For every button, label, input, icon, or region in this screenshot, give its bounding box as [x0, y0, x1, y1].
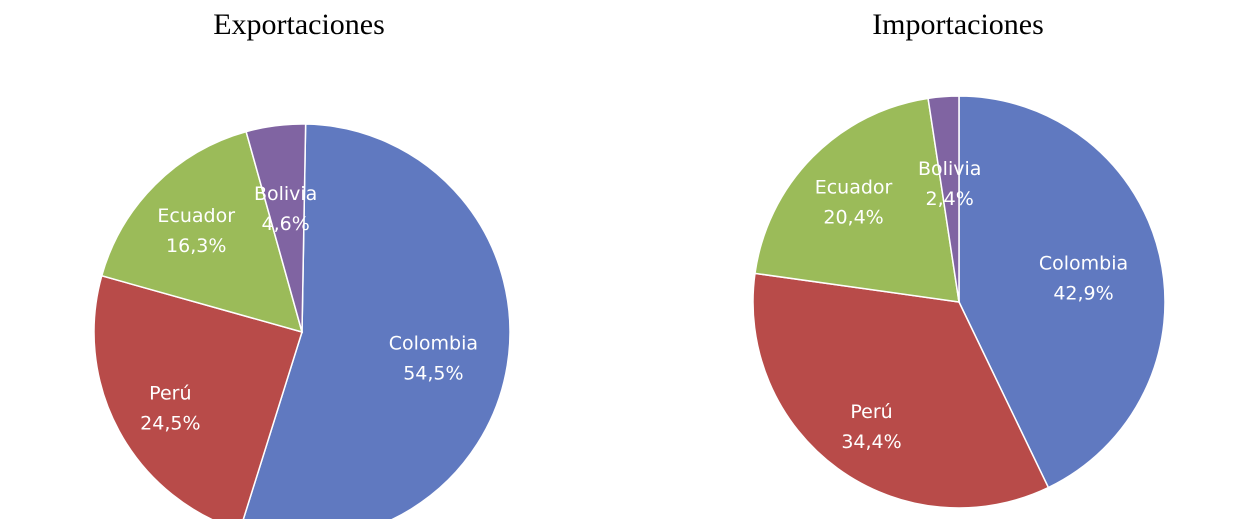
exportaciones-label-bolivia: Bolivia	[254, 183, 317, 205]
exportaciones-slice-ecuador	[100, 130, 304, 334]
importaciones-value-ecuador: 20,4%	[823, 207, 883, 229]
exportaciones-slice-peru	[93, 274, 303, 519]
importaciones-pie-chart: Colombia 42,9% Perú 34,4% Ecuador 20,4% Bolivi…	[676, 72, 1258, 519]
exportaciones-label-peru: Perú	[149, 382, 191, 404]
exportaciones-pie-svg: Colombia 54,5% Perú 24,5% Ecuador 16,3% Bolivi…	[93, 123, 511, 519]
importaciones-label-ecuador: Ecuador	[815, 177, 893, 199]
importaciones-value-bolivia: 2,4%	[926, 188, 974, 210]
exportaciones-chart-title: Exportaciones	[213, 8, 385, 41]
importaciones-label-colombia: Colombia	[1039, 253, 1128, 275]
importaciones-value-peru: 34,4%	[841, 431, 901, 453]
exportaciones-slice-bolivia	[245, 123, 307, 333]
exportaciones-pie-chart: Colombia 54,5% Perú 24,5% Ecuador 16,3% Bolivi…	[8, 72, 612, 519]
importaciones-chart-title: Importaciones	[872, 8, 1044, 41]
importaciones-label-peru: Perú	[850, 401, 892, 423]
importaciones-slice-peru	[752, 272, 1050, 509]
importaciones-value-colombia: 42,9%	[1053, 283, 1113, 305]
exportaciones-label-colombia: Colombia	[389, 332, 478, 354]
exportaciones-value-peru: 24,5%	[140, 412, 200, 434]
importaciones-pie-svg: Colombia 42,9% Perú 34,4% Ecuador 20,4% Bolivi…	[752, 95, 1166, 509]
exportaciones-value-colombia: 54,5%	[403, 362, 463, 384]
exportaciones-value-ecuador: 16,3%	[166, 235, 226, 257]
importaciones-slice-ecuador	[754, 97, 960, 303]
exportaciones-label-ecuador: Ecuador	[157, 205, 235, 227]
exportaciones-slice-colombia	[242, 123, 511, 519]
importaciones-slice-bolivia	[927, 95, 960, 303]
exportaciones-value-bolivia: 4,6%	[261, 213, 309, 235]
importaciones-slice-colombia	[958, 95, 1166, 489]
importaciones-label-bolivia: Bolivia	[918, 158, 981, 180]
